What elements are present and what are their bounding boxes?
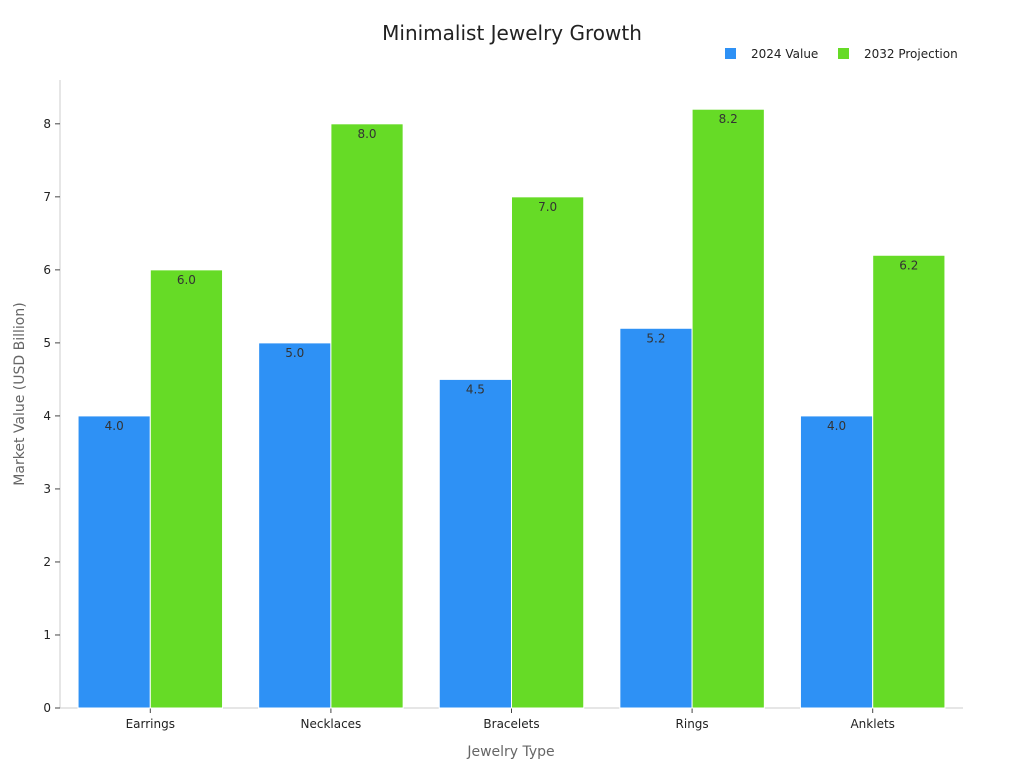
y-axis-ticks: 0 1 2 3 4 5 6 7 8 <box>43 117 60 715</box>
data-label: 4.0 <box>827 419 846 433</box>
bar-projection-earrings <box>149 269 224 709</box>
x-tick-label: Rings <box>676 717 709 731</box>
data-label: 6.2 <box>899 258 918 272</box>
bar-current-necklaces <box>258 342 332 709</box>
x-tick-label: Earrings <box>126 717 175 731</box>
y-tick-label: 5 <box>43 336 51 350</box>
data-label: 4.5 <box>466 382 485 396</box>
data-labels: 4.0 6.0 5.0 8.0 4.5 7.0 5.2 8.2 4.0 6.2 <box>105 112 919 433</box>
y-axis-title: Market Value (USD Billion) <box>12 302 28 485</box>
bar-current-anklets <box>799 415 874 709</box>
data-label: 8.2 <box>719 112 738 126</box>
y-tick-label: 0 <box>43 701 51 715</box>
legend-swatch <box>838 48 849 59</box>
y-tick-label: 2 <box>43 555 51 569</box>
legend-swatch <box>725 48 736 59</box>
y-tick-label: 4 <box>43 409 51 423</box>
bar-projection-anklets <box>872 254 946 709</box>
bar-projection-necklaces <box>330 123 404 709</box>
x-tick-label: Bracelets <box>483 717 539 731</box>
x-axis-ticks: Earrings Necklaces Bracelets Rings Anklets <box>126 708 895 731</box>
data-label: 5.2 <box>646 331 665 345</box>
chart-title: Minimalist Jewelry Growth <box>382 21 642 45</box>
bar-projection-bracelets <box>511 196 585 709</box>
legend-label: 2032 Projection <box>864 47 958 61</box>
legend: 2024 Value 2032 Projection <box>725 47 958 61</box>
legend-label: 2024 Value <box>751 47 818 61</box>
data-label: 8.0 <box>357 127 376 141</box>
data-label: 6.0 <box>177 273 196 287</box>
bars <box>77 108 946 709</box>
bar-current-bracelets <box>438 378 513 709</box>
bar-projection-rings <box>691 108 765 709</box>
y-tick-label: 3 <box>43 482 51 496</box>
y-tick-label: 6 <box>43 263 51 277</box>
y-tick-label: 7 <box>43 190 51 204</box>
y-tick-label: 8 <box>43 117 51 131</box>
data-label: 5.0 <box>285 346 304 360</box>
x-axis-title: Jewelry Type <box>466 744 554 760</box>
x-tick-label: Necklaces <box>300 717 361 731</box>
data-label: 4.0 <box>105 419 124 433</box>
x-tick-label: Anklets <box>850 717 894 731</box>
data-label: 7.0 <box>538 200 557 214</box>
bar-current-earrings <box>77 415 151 709</box>
bar-current-rings <box>619 327 693 709</box>
y-tick-label: 1 <box>43 628 51 642</box>
